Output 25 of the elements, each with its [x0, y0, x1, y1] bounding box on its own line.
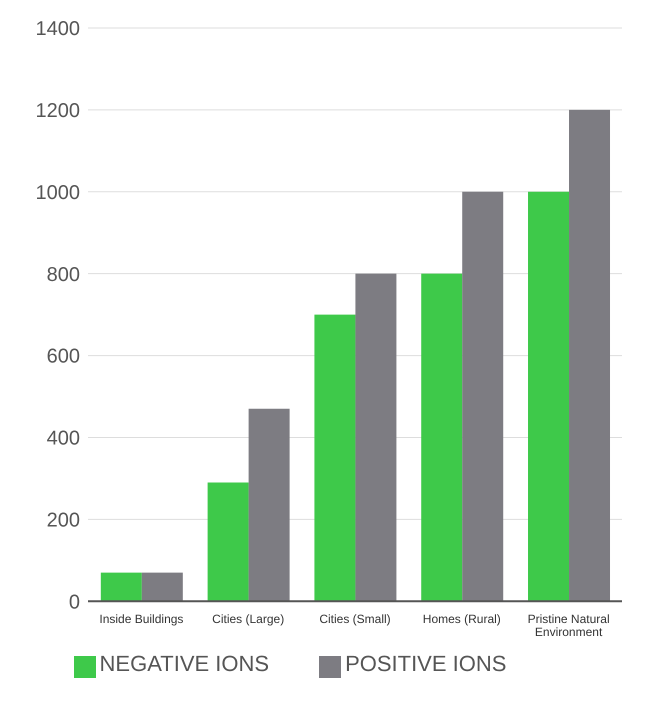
- y-tick-label: 1200: [36, 100, 80, 122]
- legend-label: POSITIVE IONS: [345, 651, 506, 676]
- bar: [208, 482, 249, 602]
- bar: [100, 572, 142, 602]
- y-tick-label: 200: [46, 509, 80, 532]
- x-tick-label: Inside Buildings: [99, 612, 184, 626]
- x-tick-label: Homes (Rural): [422, 612, 501, 626]
- y-tick-label: 1400: [36, 18, 80, 40]
- bar: [314, 314, 356, 602]
- y-tick-label: 1000: [36, 182, 80, 204]
- bar: [528, 192, 570, 602]
- x-tick-label: Cities (Small): [319, 612, 391, 626]
- y-tick-label: 0: [68, 591, 80, 614]
- x-tick-label: Cities (Large): [212, 612, 284, 626]
- bar: [462, 192, 504, 602]
- legend-label: NEGATIVE IONS: [100, 651, 270, 676]
- bar: [569, 110, 610, 602]
- y-tick-label: 400: [46, 428, 80, 450]
- bar: [421, 274, 462, 602]
- y-tick-label: 600: [46, 346, 80, 368]
- y-tick-label: 800: [46, 264, 80, 286]
- bar: [142, 572, 183, 602]
- bar: [355, 274, 396, 602]
- bar: [248, 408, 290, 602]
- x-tick-label: Pristine Natural Environment: [528, 612, 610, 640]
